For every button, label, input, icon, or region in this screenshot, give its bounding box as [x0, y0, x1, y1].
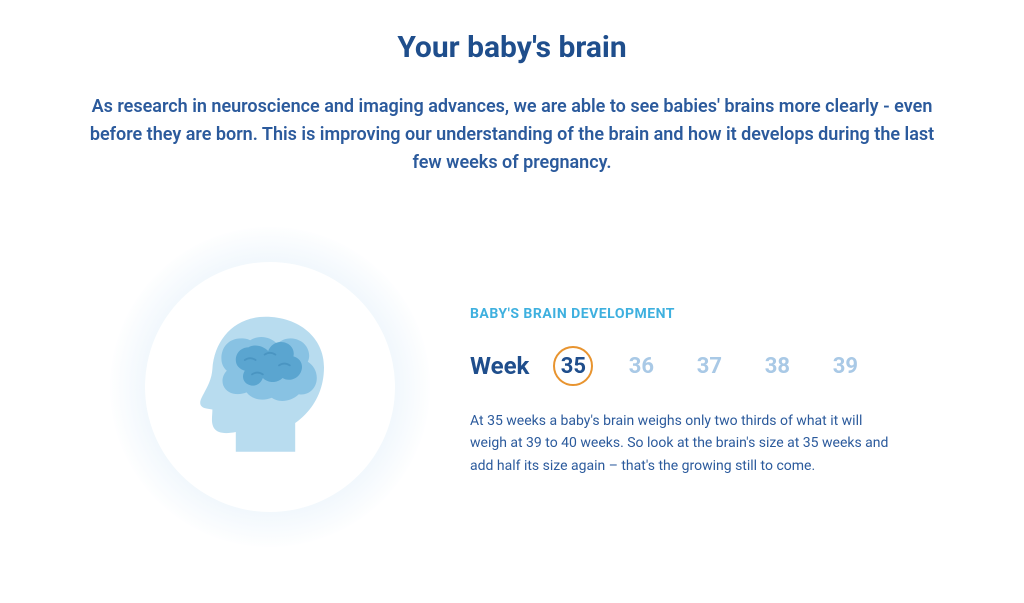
week-options: 35 36 37 38 39 [553, 346, 865, 386]
intro-text: As research in neuroscience and imaging … [82, 93, 942, 177]
week-option-35[interactable]: 35 [553, 346, 593, 386]
content-section: BABY'S BRAIN DEVELOPMENT Week 35 36 37 3… [70, 227, 954, 547]
week-description: At 35 weeks a baby's brain weighs only t… [470, 410, 890, 477]
baby-brain-icon [180, 297, 360, 477]
brain-illustration [110, 227, 430, 547]
week-option-38[interactable]: 38 [757, 346, 797, 386]
illustration-circle [145, 262, 395, 512]
section-label: BABY'S BRAIN DEVELOPMENT [470, 306, 954, 322]
week-option-37[interactable]: 37 [689, 346, 729, 386]
week-label: Week [470, 352, 529, 380]
page-container: Your baby's brain As research in neurosc… [0, 0, 1024, 547]
page-title: Your baby's brain [70, 30, 954, 65]
week-selector: Week 35 36 37 38 39 [470, 346, 954, 386]
week-option-39[interactable]: 39 [825, 346, 865, 386]
info-column: BABY'S BRAIN DEVELOPMENT Week 35 36 37 3… [470, 296, 954, 477]
week-option-36[interactable]: 36 [621, 346, 661, 386]
